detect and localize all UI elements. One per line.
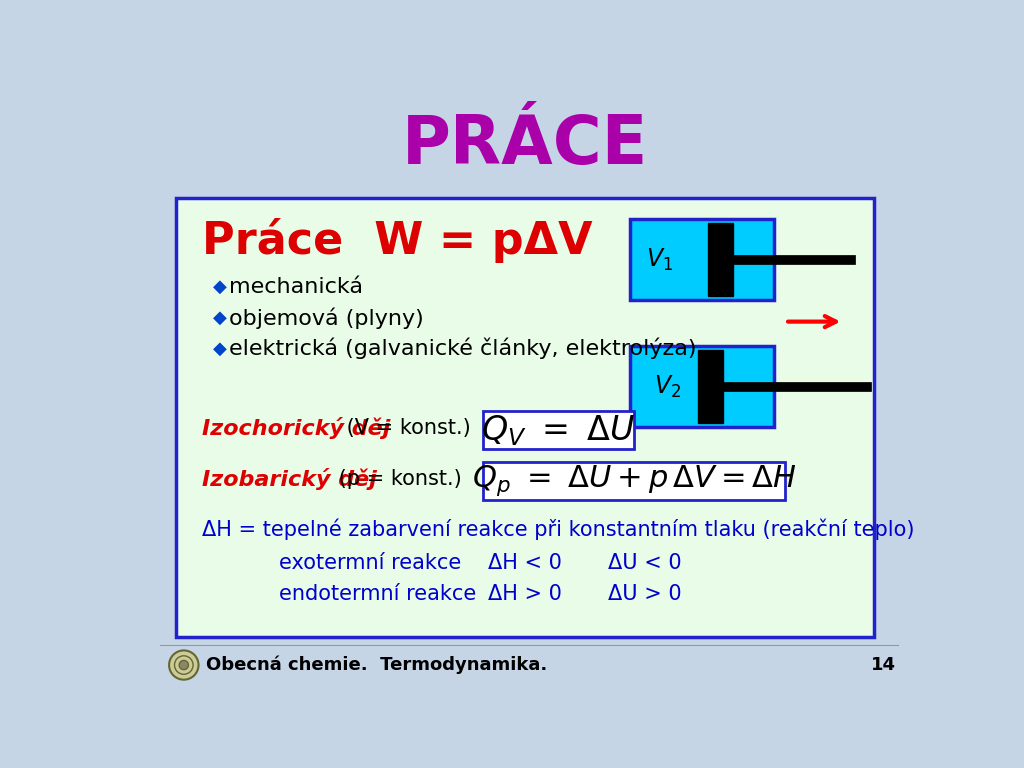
Text: $Q_V\ =\ \Delta U$: $Q_V\ =\ \Delta U$ (481, 413, 636, 448)
Bar (630, 346, 773, 427)
Text: $V_2$: $V_2$ (654, 373, 681, 400)
Text: elektrická (galvanické články, elektrolýza): elektrická (galvanické články, elektrolý… (228, 338, 696, 359)
Text: Izochorický děj: Izochorický děj (202, 417, 390, 439)
Text: 14: 14 (871, 656, 896, 674)
Bar (176, 198, 873, 637)
Bar (483, 462, 785, 500)
Text: Obecná chemie.  Termodynamika.: Obecná chemie. Termodynamika. (206, 656, 547, 674)
Text: (p = konst.): (p = konst.) (332, 468, 462, 488)
Text: Izobarický děj: Izobarický děj (202, 468, 377, 490)
Text: objemová (plyny): objemová (plyny) (228, 307, 424, 329)
Bar (709, 223, 733, 296)
Circle shape (179, 660, 188, 670)
Text: ΔH > 0: ΔH > 0 (488, 584, 562, 604)
Text: ΔU < 0: ΔU < 0 (608, 554, 682, 574)
Text: ΔH < 0: ΔH < 0 (488, 554, 562, 574)
Text: ◆: ◆ (213, 309, 227, 326)
Text: mechanická: mechanická (228, 277, 362, 297)
Text: endotermní reakce: endotermní reakce (280, 584, 476, 604)
Text: exotermní reakce: exotermní reakce (280, 554, 462, 574)
Text: (V = konst.): (V = konst.) (340, 418, 470, 438)
Text: ΔU > 0: ΔU > 0 (608, 584, 682, 604)
Text: $Q_p\ =\ \Delta U + p\,\Delta V = \Delta H$: $Q_p\ =\ \Delta U + p\,\Delta V = \Delta… (472, 464, 797, 498)
Text: Práce  W = pΔV: Práce W = pΔV (202, 218, 592, 263)
Bar (698, 350, 723, 423)
Bar (483, 411, 634, 449)
Text: PRÁCE: PRÁCE (401, 111, 648, 177)
Text: ΔH = tepelné zabarvení reakce při konstantním tlaku (reakční teplo): ΔH = tepelné zabarvení reakce při konsta… (202, 518, 914, 540)
Bar (630, 219, 773, 300)
Text: ◆: ◆ (213, 339, 227, 358)
Circle shape (169, 650, 199, 680)
Text: $V_1$: $V_1$ (646, 247, 673, 273)
Text: ◆: ◆ (213, 278, 227, 296)
